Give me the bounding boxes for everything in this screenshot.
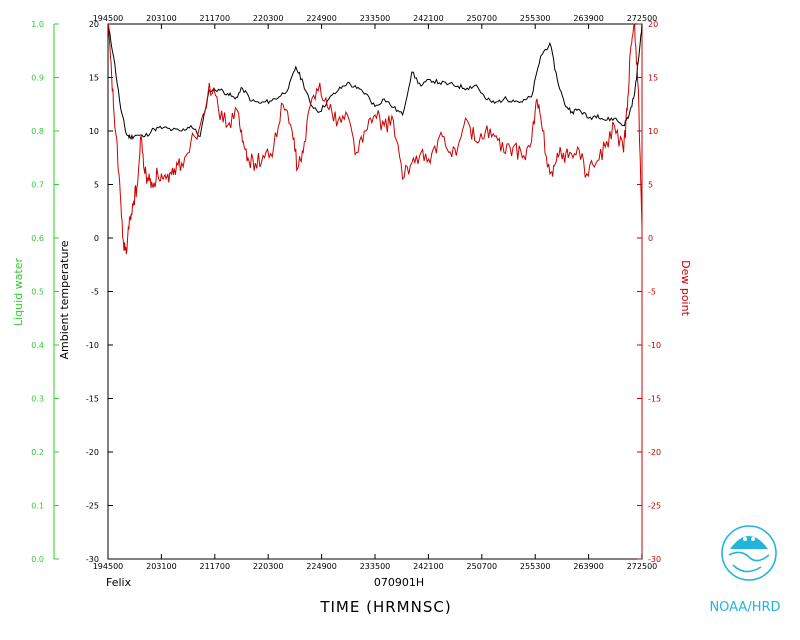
dew-point-series-line	[107, 23, 643, 255]
x-bottom-tick-label: 263900	[573, 562, 604, 571]
temperature-tick-label: 0	[94, 234, 99, 243]
liquid-water-tick-label: 0.0	[31, 555, 44, 564]
noaa-logo-icon	[721, 525, 777, 581]
liquid-water-ticks: 0.0 0.1 0.2 0.3 0.4 0.5 0.6 0.7 0.8 0.9 1.0	[31, 20, 59, 564]
dew-point-tick-label: -15	[648, 395, 661, 404]
temperature-tick-label: -15	[86, 395, 99, 404]
liquid-water-tick-label: 0.2	[31, 448, 44, 457]
temperature-ticks: -30 -25 -20 -15 -10 -5 0 5 10 15 20	[86, 20, 113, 564]
liquid-water-tick-label: 0.6	[31, 234, 44, 243]
x-top-tick-label: 255300	[520, 14, 551, 23]
dew-point-tick-label: 10	[648, 127, 658, 136]
temperature-tick-label: 15	[89, 74, 99, 83]
dew-point-tick-label: 15	[648, 74, 658, 83]
temperature-tick-label: -20	[86, 448, 99, 457]
temperature-tick-label: 20	[89, 20, 99, 29]
x-bottom-ticks: 194500 203100 211700 220300 224900 233500 2421…	[93, 554, 658, 571]
x-bottom-tick-label: 211700	[200, 562, 231, 571]
liquid-water-tick-label: 1.0	[31, 20, 44, 29]
dew-point-tick-label: 0	[648, 234, 653, 243]
x-bottom-tick-label: 224900	[306, 562, 337, 571]
x-top-tick-label: 203100	[146, 14, 177, 23]
temperature-axis-label: Ambient temperature	[58, 240, 71, 359]
dew-point-tick-label: -5	[648, 288, 656, 297]
storm-label: Felix	[106, 576, 132, 589]
liquid-water-tick-label: 0.4	[31, 341, 44, 350]
plot-frame	[107, 23, 643, 560]
x-top-tick-label: 272500	[627, 14, 658, 23]
x-top-tick-label: 224900	[306, 14, 337, 23]
x-bottom-tick-label: 220300	[253, 562, 284, 571]
x-bottom-tick-label: 255300	[520, 562, 551, 571]
x-bottom-tick-label: 250700	[467, 562, 498, 571]
x-top-tick-label: 250700	[467, 14, 498, 23]
liquid-water-tick-label: 0.3	[31, 395, 44, 404]
x-bottom-tick-label: 203100	[146, 562, 177, 571]
temperature-tick-label: 5	[94, 181, 99, 190]
series-group	[107, 23, 643, 255]
x-bottom-tick-label: 194500	[93, 562, 124, 571]
x-top-tick-label: 263900	[573, 14, 604, 23]
x-top-tick-label: 233500	[360, 14, 391, 23]
temperature-tick-label: 10	[89, 127, 99, 136]
dew-point-ticks: -30 -25 -20 -15 -10 -5 0 5 10 15 20	[637, 20, 661, 564]
liquid-water-tick-label: 0.1	[31, 502, 44, 511]
temperature-tick-label: -30	[86, 555, 99, 564]
x-bottom-tick-label: 272500	[627, 562, 658, 571]
x-top-tick-label: 194500	[93, 14, 124, 23]
temperature-tick-label: -5	[91, 288, 99, 297]
temperature-series-line	[107, 23, 643, 141]
temperature-tick-label: -10	[86, 341, 99, 350]
temperature-tick-label: -25	[86, 502, 99, 511]
x-axis-title: TIME (HRMNSC)	[319, 598, 451, 616]
dew-point-tick-label: 20	[648, 20, 658, 29]
dew-point-tick-label: 5	[648, 181, 653, 190]
noaa-hrd-label: NOAA/HRD	[709, 600, 780, 615]
dew-point-tick-label: -25	[648, 502, 661, 511]
dew-point-tick-label: -30	[648, 555, 661, 564]
liquid-water-axis-label: Liquid water	[12, 258, 25, 326]
x-top-tick-label: 220300	[253, 14, 284, 23]
liquid-water-tick-label: 0.7	[31, 181, 44, 190]
x-top-tick-label: 211700	[200, 14, 231, 23]
x-top-tick-label: 242100	[413, 14, 444, 23]
dew-point-axis-label: Dew point	[679, 260, 692, 316]
x-bottom-tick-label: 233500	[360, 562, 391, 571]
date-label: 070901H	[374, 576, 424, 589]
x-bottom-tick-label: 242100	[413, 562, 444, 571]
x-top-ticks: 194500 203100 211700 220300 224900 233500 2421…	[93, 14, 658, 29]
liquid-water-tick-label: 0.9	[31, 74, 44, 83]
liquid-water-tick-label: 0.5	[31, 288, 44, 297]
dew-point-tick-label: -10	[648, 341, 661, 350]
dew-point-tick-label: -20	[648, 448, 661, 457]
liquid-water-tick-label: 0.8	[31, 127, 44, 136]
